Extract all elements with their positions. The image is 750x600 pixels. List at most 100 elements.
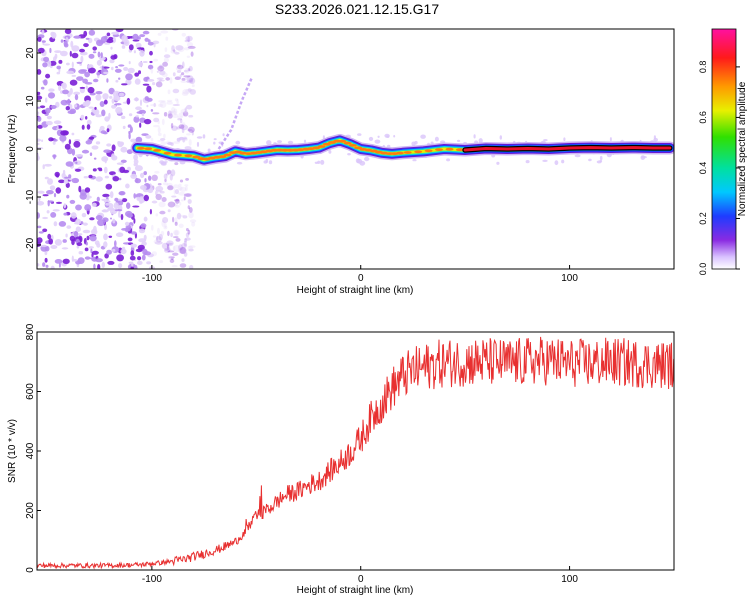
- noise-speckle: [97, 264, 101, 269]
- noise-speckle: [50, 245, 58, 249]
- noise-speckle: [99, 125, 105, 131]
- spectrogram-ridge: [130, 76, 674, 167]
- noise-speckle: [54, 171, 60, 178]
- noise-speckle: [180, 124, 189, 131]
- noise-speckle: [146, 85, 152, 93]
- noise-speckle: [52, 209, 60, 212]
- noise-speckle: [102, 193, 110, 198]
- noise-speckle: [160, 230, 165, 236]
- noise-speckle: [114, 240, 117, 248]
- snr-x-axis: -100 0 100: [142, 566, 578, 585]
- noise-speckle: [167, 250, 175, 253]
- noise-speckle: [73, 91, 81, 96]
- noise-speckle: [178, 223, 184, 228]
- noise-speckle: [142, 83, 150, 86]
- noise-speckle: [53, 221, 58, 227]
- ridge-blob: [435, 148, 443, 152]
- noise-speckle: [168, 110, 172, 117]
- noise-speckle: [133, 218, 136, 224]
- noise-speckle: [172, 113, 179, 118]
- noise-speckle: [133, 158, 139, 165]
- noise-speckle: [124, 221, 130, 226]
- noise-speckle: [156, 70, 159, 73]
- noise-speckle: [45, 107, 51, 114]
- noise-speckle: [185, 232, 190, 238]
- noise-speckle: [167, 113, 173, 119]
- noise-speckle: [175, 238, 181, 242]
- noise-speckle: [69, 235, 76, 242]
- ridge-blob: [343, 141, 352, 145]
- noise-speckle: [179, 179, 184, 183]
- noise-speckle: [184, 47, 190, 51]
- noise-speckle: [303, 139, 307, 143]
- colorbar-tick-label: 0.8: [698, 61, 708, 74]
- noise-speckle: [91, 202, 97, 207]
- noise-speckle: [56, 124, 59, 131]
- noise-speckle: [120, 213, 124, 221]
- noise-speckle: [85, 241, 88, 246]
- noise-speckle: [65, 233, 68, 238]
- noise-speckle: [58, 59, 63, 64]
- noise-speckle: [170, 169, 176, 177]
- noise-speckle: [173, 245, 182, 252]
- noise-speckle: [347, 153, 351, 156]
- noise-speckle: [132, 39, 140, 42]
- noise-speckle: [157, 78, 163, 83]
- noise-speckle: [190, 51, 194, 57]
- noise-speckle: [161, 197, 167, 202]
- noise-speckle: [159, 190, 165, 194]
- colorbar-label: Normalized spectral amplitude: [737, 81, 748, 216]
- noise-speckle: [181, 32, 186, 37]
- noise-speckle: [162, 217, 169, 224]
- ridge-blob: [424, 149, 433, 153]
- ridge-blob: [322, 142, 331, 146]
- noise-speckle: [79, 48, 85, 53]
- noise-speckle: [121, 115, 126, 120]
- noise-speckle: [478, 138, 483, 144]
- noise-speckle: [185, 186, 188, 192]
- noise-speckle: [44, 257, 48, 263]
- noise-speckle: [170, 232, 173, 238]
- noise-speckle: [130, 243, 137, 248]
- noise-speckle: [171, 125, 178, 131]
- noise-speckle: [130, 250, 135, 256]
- noise-speckle: [139, 201, 143, 204]
- noise-speckle: [71, 255, 74, 262]
- noise-speckle: [499, 135, 502, 140]
- noise-speckle: [174, 76, 181, 80]
- noise-speckle: [78, 185, 82, 193]
- noise-speckle: [66, 62, 70, 66]
- noise-speckle: [175, 198, 180, 204]
- noise-speckle: [37, 116, 42, 122]
- noise-speckle: [71, 52, 79, 59]
- noise-speckle: [37, 263, 40, 267]
- noise-speckle: [159, 64, 163, 69]
- colorbar-tick-label: 0.0: [698, 263, 708, 276]
- noise-speckle: [88, 174, 93, 179]
- noise-speckle: [92, 51, 97, 54]
- noise-speckle: [164, 248, 168, 251]
- noise-speckle: [186, 55, 191, 58]
- noise-speckle: [142, 30, 150, 35]
- noise-speckle: [43, 79, 48, 86]
- ridge-blob: [144, 147, 153, 151]
- ridge-blob: [223, 153, 232, 157]
- noise-speckle: [136, 111, 143, 114]
- noise-speckle: [158, 233, 163, 241]
- noise-speckle: [355, 158, 361, 164]
- noise-speckle: [150, 137, 154, 142]
- noise-speckle: [183, 196, 186, 201]
- noise-speckle: [105, 202, 111, 206]
- noise-speckle: [167, 142, 173, 145]
- noise-speckle: [147, 64, 154, 70]
- noise-speckle: [104, 116, 110, 122]
- noise-speckle: [51, 32, 57, 39]
- noise-speckle: [179, 74, 182, 78]
- noise-speckle: [142, 61, 148, 63]
- noise-speckle: [187, 128, 193, 132]
- noise-speckle: [66, 194, 70, 199]
- y-tick-label: 0: [25, 567, 36, 573]
- noise-speckle: [58, 85, 62, 91]
- noise-speckle: [164, 178, 167, 183]
- noise-speckle: [139, 122, 142, 128]
